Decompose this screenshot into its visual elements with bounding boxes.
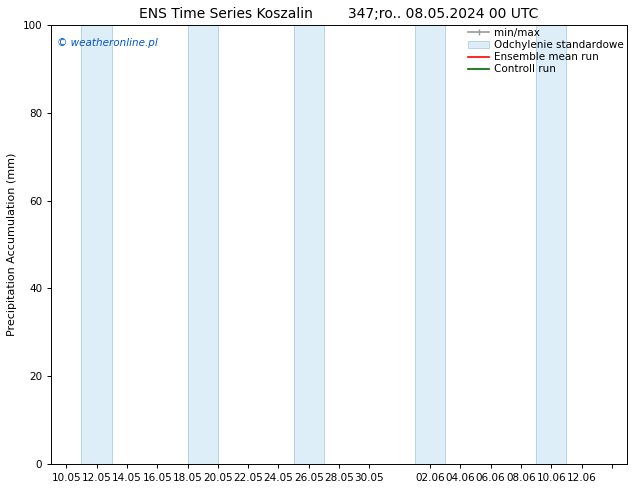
Title: ENS Time Series Koszalin        347;ro.. 08.05.2024 00 UTC: ENS Time Series Koszalin 347;ro.. 08.05.…	[139, 7, 539, 21]
Bar	[81, 25, 112, 464]
Text: © weatheronline.pl: © weatheronline.pl	[57, 38, 158, 48]
Bar	[294, 25, 324, 464]
Bar	[188, 25, 218, 464]
Legend: min/max, Odchylenie standardowe, Ensemble mean run, Controll run: min/max, Odchylenie standardowe, Ensembl…	[468, 28, 624, 74]
Y-axis label: Precipitation Accumulation (mm): Precipitation Accumulation (mm)	[7, 153, 17, 336]
Bar	[415, 25, 445, 464]
Bar	[536, 25, 566, 464]
